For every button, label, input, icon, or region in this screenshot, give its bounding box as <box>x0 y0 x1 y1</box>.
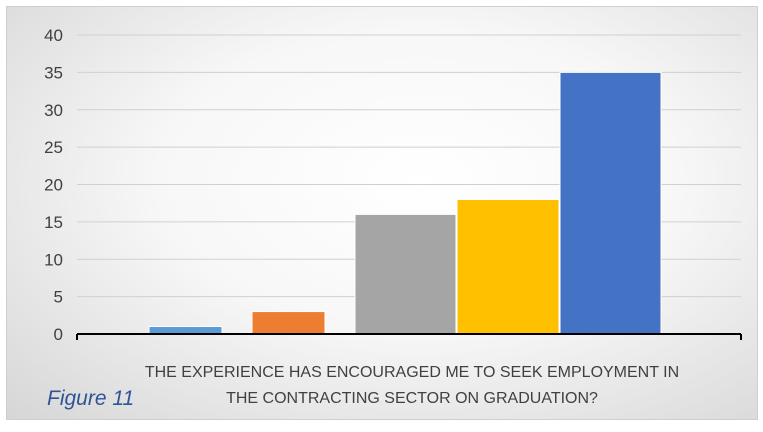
x-axis <box>76 333 742 340</box>
y-tick-label: 25 <box>44 138 63 157</box>
y-tick-label: 30 <box>44 101 63 120</box>
bar-series-4 <box>456 198 560 335</box>
bar-series-2 <box>251 311 326 335</box>
chart-frame: 0 5 10 15 20 25 30 35 40 THE EXPERIENCE HAS ENCO… <box>6 6 758 420</box>
x-axis-label-line-1: THE EXPERIENCE HAS ENCOURAGED ME TO SEEK… <box>145 364 679 381</box>
y-tick-label: 10 <box>44 250 63 269</box>
x-axis-label-line-2: THE CONTRACTING SECTOR ON GRADUATION? <box>226 390 598 407</box>
y-tick-label: 15 <box>44 213 63 232</box>
bar-chart: 0 5 10 15 20 25 30 35 40 THE EXPERIENCE HAS ENCO… <box>44 26 742 410</box>
bars <box>148 71 662 335</box>
y-tick-label: 0 <box>54 325 63 344</box>
bar-series-5 <box>559 71 662 335</box>
bar-series-1 <box>148 326 223 335</box>
bar-series-3 <box>354 213 457 335</box>
y-axis-ticks: 0 5 10 15 20 25 30 35 40 <box>44 26 63 344</box>
y-tick-label: 35 <box>44 63 63 82</box>
figure-caption: Figure 11 <box>47 387 134 410</box>
y-tick-label: 40 <box>44 26 63 45</box>
y-tick-label: 5 <box>54 288 63 307</box>
y-tick-label: 20 <box>44 176 63 195</box>
